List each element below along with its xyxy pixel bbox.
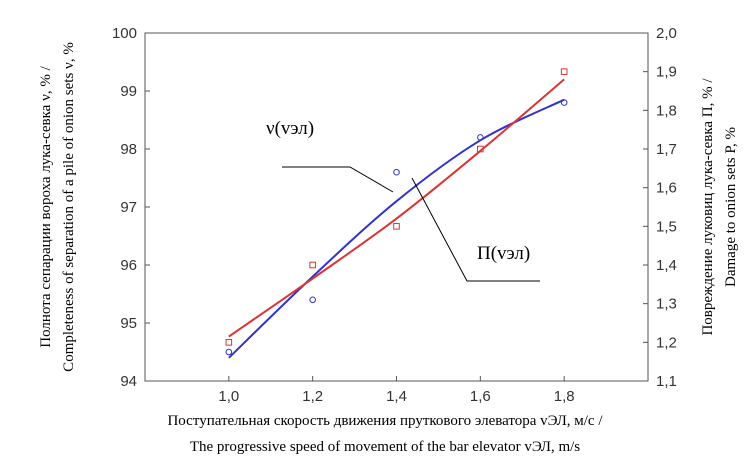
p-leader-line — [411, 177, 540, 282]
series-lines — [228, 78, 565, 359]
x-tick-label: 1,2 — [302, 388, 323, 405]
right-tick-label: 1,8 — [656, 102, 677, 119]
right-axis-title-ru: Повреждение луковиц лука-севка П, % / — [700, 78, 716, 336]
x-axis-title-ru: Поступательная скорость движения прутков… — [167, 413, 603, 429]
nu-leader-line — [282, 166, 394, 193]
right-tick-label: 1,5 — [656, 218, 677, 235]
series-0-point — [225, 348, 233, 356]
left-tick-label: 95 — [120, 315, 137, 332]
left-axis-title-en: Completeness of separation of a pile of … — [61, 42, 77, 372]
x-tick-label: 1,4 — [386, 388, 407, 405]
series-1-point — [560, 68, 568, 75]
x-tick-label: 1,6 — [470, 388, 491, 405]
right-tick-label: 1,3 — [656, 296, 677, 313]
left-tick-label: 97 — [120, 199, 137, 216]
right-tick-label: 1,4 — [656, 257, 677, 274]
right-tick-label: 1,9 — [656, 64, 677, 81]
series-1-fit-line — [228, 78, 565, 338]
x-tick-label: 1,0 — [218, 388, 239, 405]
nu-series-label: ν(vэл) — [266, 118, 314, 139]
left-tick-label: 96 — [120, 257, 137, 274]
series-points — [225, 68, 568, 356]
right-axis-ticks: 1,1 1,2 1,3 1,4 1,5 1,6 1,7 1,8 1,9 2,0 — [643, 25, 677, 390]
left-axis-ticks: 94 95 96 97 98 99 100 — [112, 25, 150, 390]
x-tick-label: 1,8 — [554, 388, 575, 405]
right-tick-label: 2,0 — [656, 25, 677, 42]
series-1-point — [309, 261, 316, 269]
left-tick-label: 94 — [120, 373, 137, 390]
series-1-point — [225, 339, 233, 346]
p-series-label: П(vэл) — [477, 243, 530, 264]
series-0-point — [309, 296, 316, 304]
plot-area — [144, 32, 649, 382]
x-axis-ticks: 1,0 1,2 1,4 1,6 1,8 — [218, 376, 575, 405]
series-0-point — [393, 168, 400, 176]
series-0-fit-line — [228, 98, 565, 359]
right-tick-label: 1,1 — [656, 373, 677, 390]
right-tick-label: 1,6 — [656, 180, 677, 197]
series-0-point — [477, 134, 484, 141]
series-0-point — [560, 99, 568, 106]
series-1-point — [477, 145, 484, 153]
right-axis-title-en: Damage to onion sets P, % — [723, 127, 739, 287]
series-1-point — [393, 223, 400, 230]
left-axis-title-ru: Полнота сепарации вороха лука-севка ν, %… — [38, 65, 54, 347]
right-tick-label: 1,7 — [656, 141, 677, 158]
left-tick-label: 99 — [120, 83, 137, 100]
right-tick-label: 1,2 — [656, 334, 677, 351]
x-axis-title-en: The progressive speed of movement of the… — [190, 439, 580, 455]
left-tick-label: 98 — [120, 141, 137, 158]
left-tick-label: 100 — [112, 25, 137, 42]
